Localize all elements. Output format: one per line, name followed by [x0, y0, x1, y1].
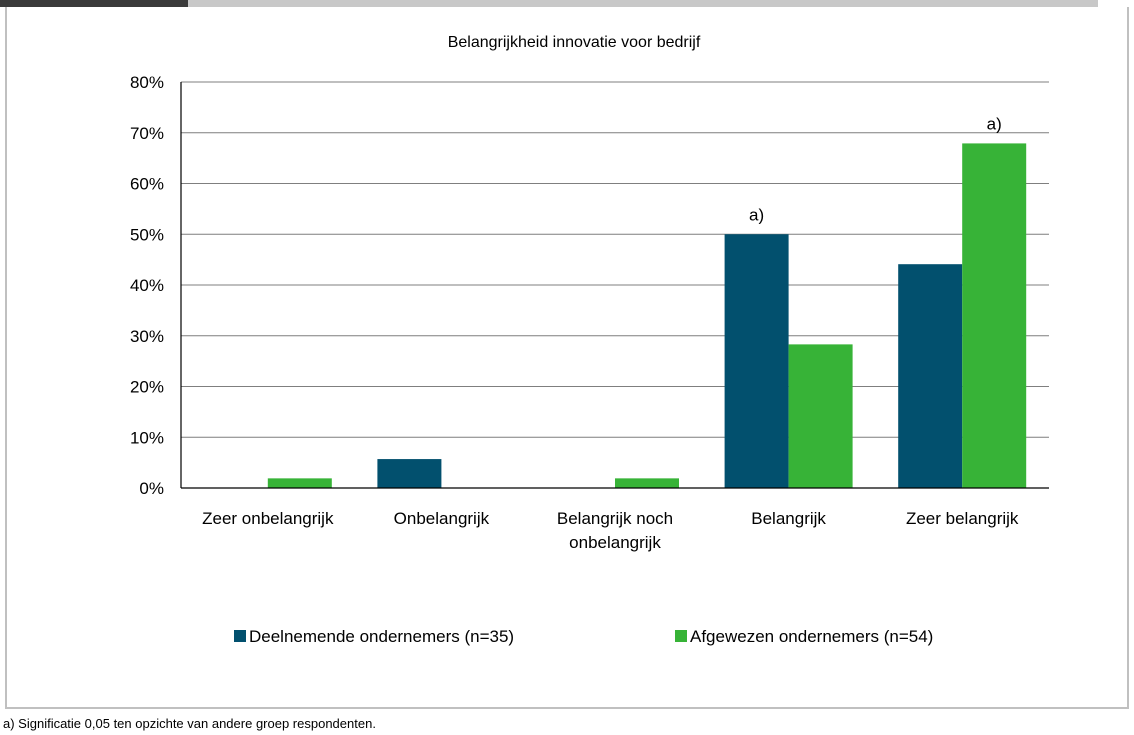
x-axis-labels: Zeer onbelangrijk Onbelangrijk Belangrijk …	[202, 509, 1019, 552]
header-bar-dark	[0, 0, 188, 7]
y-axis-ticks: 0% 10% 20% 30% 40% 50% 60% 70% 80%	[130, 73, 164, 498]
x-tick-label: Onbelangrijk	[394, 509, 490, 528]
legend-label: Afgewezen ondernemers (n=54)	[690, 627, 933, 646]
y-tick-label: 60%	[130, 175, 164, 194]
bar	[615, 478, 679, 488]
legend-swatch	[675, 630, 687, 642]
axes	[180, 82, 1049, 489]
legend: Deelnemende ondernemers (n=35) Afgewezen …	[234, 627, 933, 646]
bar	[788, 344, 853, 488]
y-tick-label: 40%	[130, 276, 164, 295]
gridlines	[181, 81, 1049, 438]
x-tick-label: Belangrijk noch	[557, 509, 673, 528]
annotations: a) a)	[749, 114, 1002, 224]
significance-annotation: a)	[987, 114, 1002, 133]
header-bar-gap	[1098, 0, 1134, 7]
legend-swatch	[234, 630, 246, 642]
chart-frame	[5, 7, 1129, 709]
bar	[898, 264, 963, 488]
bar	[724, 234, 789, 488]
y-tick-label: 0%	[139, 479, 164, 498]
bar-chart: Belangrijkheid innovatie voor bedrijf 0%…	[130, 34, 1049, 646]
y-tick-label: 80%	[130, 73, 164, 92]
y-tick-label: 50%	[130, 225, 164, 244]
footnote: a) Significatie 0,05 ten opzichte van an…	[3, 716, 376, 731]
x-tick-label: Belangrijk	[751, 509, 826, 528]
bar	[962, 143, 1027, 488]
y-tick-label: 30%	[130, 327, 164, 346]
significance-annotation: a)	[749, 205, 764, 224]
x-tick-label: onbelangrijk	[569, 533, 661, 552]
y-tick-label: 20%	[130, 378, 164, 397]
y-tick-label: 10%	[130, 428, 164, 447]
bar	[267, 478, 332, 488]
bars	[267, 143, 1027, 488]
y-tick-label: 70%	[130, 124, 164, 143]
header-bar	[0, 0, 1134, 7]
x-tick-label: Zeer onbelangrijk	[202, 509, 334, 528]
legend-label: Deelnemende ondernemers (n=35)	[249, 627, 514, 646]
bar	[377, 459, 442, 488]
chart-title: Belangrijkheid innovatie voor bedrijf	[448, 34, 701, 51]
x-tick-label: Zeer belangrijk	[906, 509, 1019, 528]
